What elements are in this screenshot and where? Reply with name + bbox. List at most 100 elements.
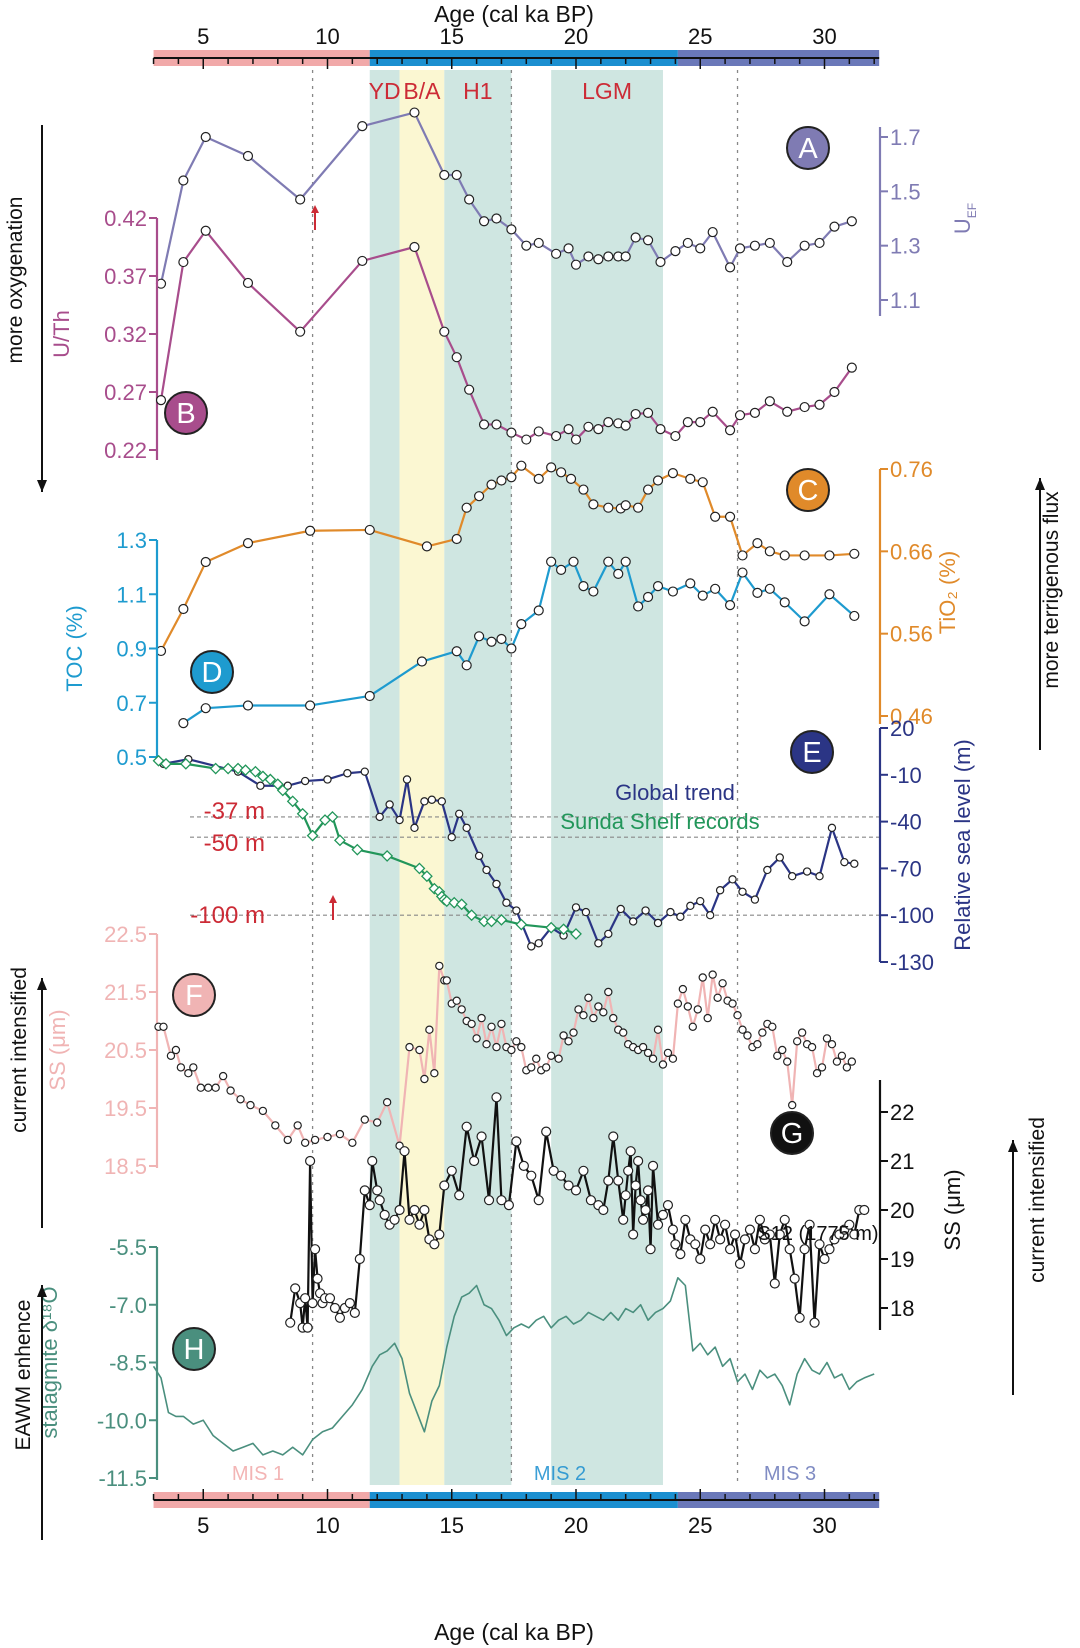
data-point-B — [409, 241, 420, 253]
y-tick-label-D: 0.9 — [116, 637, 147, 662]
data-point-G — [764, 1229, 775, 1240]
data-point-D — [496, 633, 507, 645]
data-point-A — [764, 237, 775, 249]
data-point-A — [724, 262, 736, 273]
data-point-B — [695, 417, 706, 428]
data-point-F — [638, 1042, 648, 1052]
data-point-E-sunda — [545, 921, 558, 934]
mis-label: MIS 1 — [232, 1463, 284, 1485]
data-point-G — [555, 1170, 567, 1181]
y-tick-label-H: -10.0 — [97, 1408, 147, 1433]
event-label-b-a: B/A — [403, 78, 441, 104]
data-point-F — [792, 1037, 802, 1046]
data-point-F — [574, 1005, 583, 1014]
data-point-F — [812, 1068, 822, 1078]
data-point-G — [849, 1229, 860, 1240]
data-point-E — [641, 906, 650, 915]
y-tick-label-E: -70 — [890, 856, 922, 881]
data-point-A — [409, 107, 420, 118]
data-point-G — [667, 1224, 679, 1235]
y-axis-title-B: U/Th — [49, 310, 74, 358]
data-point-B — [570, 434, 582, 445]
data-point-G — [635, 1195, 646, 1206]
data-point-D — [824, 589, 835, 600]
data-point-G — [670, 1239, 681, 1250]
data-point-F — [211, 1083, 220, 1092]
data-point-G — [662, 1199, 674, 1211]
data-point-F — [435, 961, 444, 971]
data-point-A — [734, 243, 746, 254]
data-point-F — [619, 1028, 628, 1037]
data-point-F — [360, 1115, 369, 1124]
panel-E: 20 -10 -40 -70 -100 -130 Relative sea level (m… — [152, 716, 975, 975]
data-point-F — [527, 1063, 536, 1072]
data-point-A — [707, 226, 718, 238]
data-point-C — [588, 499, 599, 510]
y-tick-label-E: -40 — [890, 810, 922, 835]
data-point-F — [703, 1013, 712, 1023]
panel-badge-G: G — [770, 1111, 814, 1155]
data-point-F — [683, 1002, 693, 1011]
data-point-C — [710, 511, 721, 522]
mis-label: MIS 2 — [534, 1463, 586, 1485]
data-point-E — [802, 867, 812, 876]
data-point-A — [829, 221, 840, 232]
data-point-D — [849, 610, 860, 622]
data-point-F — [492, 1042, 501, 1052]
data-point-F — [658, 1060, 668, 1069]
data-point-F — [293, 1121, 302, 1130]
data-point-F — [159, 1022, 168, 1032]
data-point-F — [564, 1037, 573, 1046]
data-point-G — [454, 1190, 465, 1201]
event-band-lgm — [551, 70, 663, 1485]
data-point-E — [715, 886, 725, 895]
data-point-G — [563, 1180, 574, 1191]
badge-letter: D — [202, 657, 223, 689]
data-point-E — [666, 907, 675, 917]
data-point-G — [734, 1258, 746, 1270]
data-point-G — [585, 1195, 597, 1206]
data-point-G — [372, 1185, 383, 1196]
data-point-F — [472, 1034, 481, 1043]
y-tick-label-B: 0.42 — [104, 206, 147, 231]
data-point-D — [451, 646, 462, 657]
data-point-E — [653, 918, 663, 928]
data-point-B — [451, 352, 462, 363]
data-point-E — [447, 833, 456, 842]
data-point-F — [797, 1028, 807, 1037]
data-point-F — [541, 1063, 551, 1072]
data-point-F — [300, 1138, 310, 1148]
y-axis-title-sub: EF — [965, 203, 979, 218]
data-point-G — [374, 1195, 385, 1206]
data-point-C — [724, 511, 736, 522]
data-point-E — [385, 800, 394, 809]
data-point-E — [850, 859, 859, 868]
data-point-G — [724, 1244, 736, 1255]
data-point-E — [375, 812, 384, 822]
data-point-G — [285, 1317, 296, 1328]
data-point-A — [749, 240, 761, 251]
y-tick-label-B: 0.32 — [104, 322, 147, 347]
data-point-F — [653, 1025, 663, 1034]
data-point-C — [496, 475, 507, 486]
data-point-F — [783, 1057, 792, 1066]
data-point-E-sunda — [351, 843, 364, 856]
badge-circle — [172, 973, 216, 1017]
data-point-G — [300, 1293, 311, 1304]
data-point-D — [764, 583, 775, 594]
data-point-F — [787, 1100, 797, 1110]
data-point-G — [469, 1155, 480, 1167]
data-point-C — [603, 502, 614, 513]
data-point-E — [775, 853, 784, 862]
data-point-A — [521, 240, 532, 251]
data-point-G — [305, 1155, 316, 1167]
data-point-C — [620, 500, 631, 511]
data-point-B — [551, 430, 562, 442]
data-point-F — [579, 1011, 588, 1020]
data-point-F — [609, 1013, 618, 1023]
x-tick-label: 5 — [197, 1513, 209, 1538]
data-point-G — [483, 1195, 495, 1206]
data-point-D — [364, 690, 375, 702]
data-point-B — [464, 384, 475, 395]
x-tick-label: 20 — [564, 24, 588, 49]
